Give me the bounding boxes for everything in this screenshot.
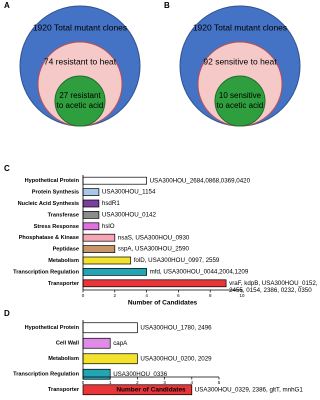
bar: [82, 233, 116, 242]
bar: [82, 279, 227, 288]
category-label: Protein Synthesis: [32, 190, 79, 196]
bar-annotation: vraF, kdpB, USA300HOU_0152,: [229, 280, 318, 287]
x-tick-label: 5: [218, 380, 221, 385]
category-label: Transferase: [48, 212, 79, 218]
x-tick-label: 6: [177, 293, 180, 298]
bar: [82, 222, 100, 231]
inner-label: 27 resistant: [59, 91, 101, 100]
bar-annotation: USA300HOU_0142: [102, 212, 157, 219]
inner-label: 10 sensitive: [219, 91, 262, 100]
x-tick-label: 8: [209, 293, 212, 298]
x-tick-label: 2: [136, 380, 139, 385]
bar-annotation: USA300HOU_0329, 2386, gltT, mnhG1: [195, 386, 304, 393]
category-label: Metabolism: [48, 356, 79, 362]
bar-annotation: nsaS, USA300HOU_0930: [118, 234, 190, 241]
bar-annotation: USA300HOU_0336: [113, 371, 168, 378]
category-label: Transcription Regulation: [13, 269, 79, 275]
bar-annotation: hslO: [102, 223, 115, 230]
category-label: Metabolism: [48, 258, 79, 264]
x-tick-label: 4: [191, 380, 194, 385]
category-label: Transporter: [48, 281, 80, 287]
bar-annotation: mfd, USA300HOU_0044,2004,1209: [150, 269, 249, 276]
middle-label: 74 resistant to heat: [44, 56, 117, 66]
panel-letter: C: [4, 164, 10, 173]
category-label: Transporter: [48, 387, 80, 393]
bar: [82, 322, 138, 334]
category-label: Nucleic Acid Synthesis: [18, 201, 79, 207]
bar-annotation: USA300HOU_1154: [102, 189, 156, 196]
category-label: Phosphatase & Kinase: [19, 235, 79, 241]
inner-circle: [54, 75, 106, 127]
panel-letter: B: [164, 1, 170, 10]
category-label: Hypothetical Protein: [25, 178, 80, 184]
bar: [82, 337, 111, 349]
category-label: Stress Response: [34, 224, 79, 230]
x-tick-label: 1: [109, 380, 112, 385]
bar: [82, 256, 132, 265]
bar-annotation: USA300HOU_0200, 2029: [140, 355, 212, 362]
bar: [82, 384, 193, 396]
outer-label: 1920 Total mutant clones: [193, 22, 287, 32]
outer-label: 1920 Total mutant clones: [33, 22, 127, 32]
inner-label: to acetic acid: [57, 101, 104, 110]
category-label: Hypothetical Protein: [25, 325, 80, 331]
x-tick-label: 0: [82, 293, 85, 298]
bar-annotation: 2455, 0154, 2386, 0232, 0350: [229, 287, 312, 294]
bar-annotation: folD, USA300HOU_0997, 2559: [134, 257, 220, 264]
bar-annotation: USA300HOU_1780, 2496: [140, 324, 212, 331]
panel-letter: D: [4, 309, 10, 318]
bar: [82, 188, 100, 196]
bar: [82, 211, 100, 219]
inner-circle: [214, 75, 266, 127]
x-axis-label: Number of Candidates: [128, 300, 198, 307]
category-label: Cell Wall: [56, 341, 80, 347]
bar-annotation: sspA, USA300HOU_2590: [118, 246, 190, 253]
panel-letter: A: [4, 1, 10, 10]
x-tick-label: 10: [239, 293, 245, 298]
x-tick-label: 3: [163, 380, 166, 385]
bar-annotation: USA300HOU_2684,0868,0369,0420: [150, 177, 251, 184]
bar: [82, 368, 111, 380]
bar: [82, 176, 147, 185]
bar-annotation: capA: [113, 340, 128, 347]
bar: [82, 199, 100, 208]
x-tick-label: 0: [82, 380, 85, 385]
x-tick-label: 4: [145, 293, 148, 298]
bar: [82, 268, 147, 276]
bar: [82, 245, 116, 253]
x-tick-label: 2: [114, 293, 117, 298]
bar: [82, 353, 138, 365]
x-axis-label: Number of Candidates: [116, 387, 186, 394]
bar-annotation: hsdR1: [102, 200, 120, 207]
middle-label: 92 sensitive to heat: [203, 56, 277, 66]
inner-label: to acetic acid: [217, 101, 264, 110]
category-label: Transcription Regulation: [13, 372, 79, 378]
category-label: Peptidase: [53, 247, 79, 253]
